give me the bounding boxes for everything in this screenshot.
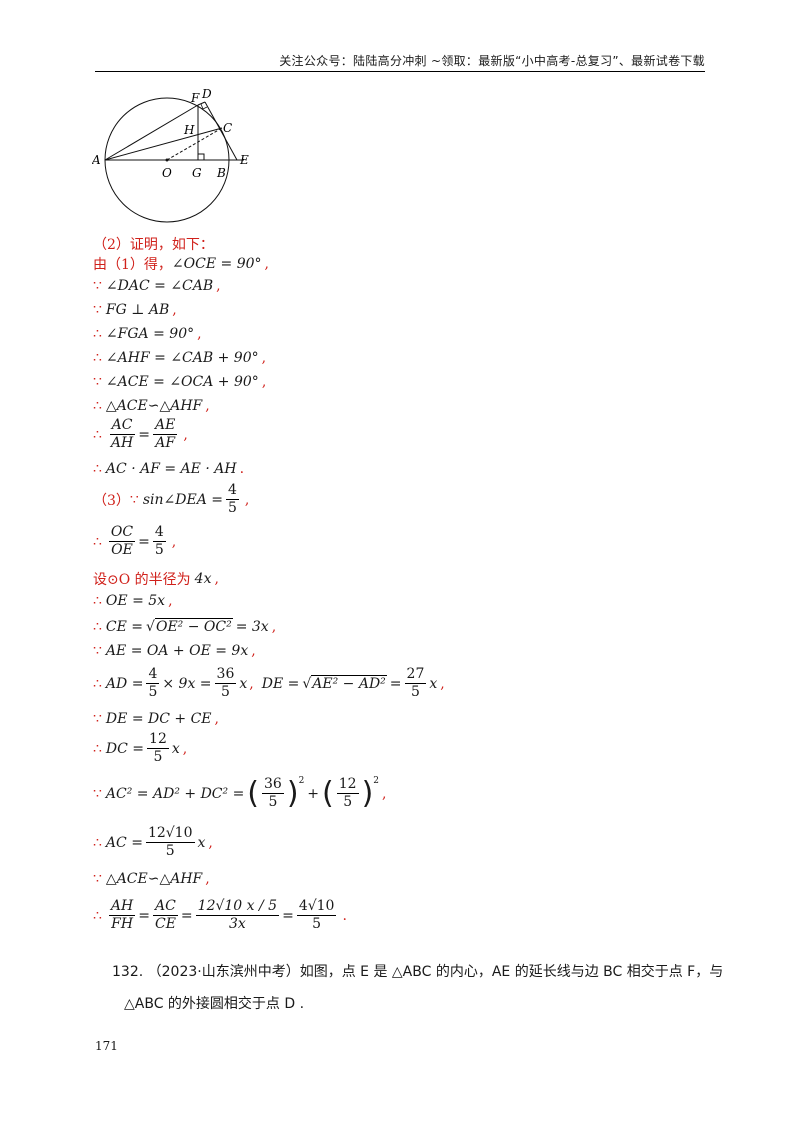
line-5: ∴ ∠AHF = ∠CAB + 90°, [93, 350, 267, 366]
line-17: ∵ DE = DC + CE, [93, 711, 219, 727]
line-21: ∵ △ACE∽△AHF, [93, 871, 210, 887]
sqrt-radicand: OE² − OC² [154, 618, 233, 635]
line-22: ∴ AH FH = AC CE = 12√10 x / 5 3x = 4√10 5. [93, 898, 347, 932]
line-3-math: FG ⊥ AB [105, 302, 170, 318]
right-angle-g [198, 153, 205, 160]
right-angle-d [200, 103, 208, 110]
part3-title: （3） [93, 492, 130, 509]
line-12-prefix: 设⊙O 的半径为 [93, 572, 191, 588]
segment-fd [197, 101, 206, 106]
page-number: 171 [95, 1039, 118, 1053]
line-5-math: ∠AHF = ∠CAB + 90° [105, 350, 259, 366]
line-1-math: ∠OCE = 90° [171, 256, 262, 272]
label-b: B [216, 166, 226, 180]
page-header: 关注公众号：陆陆高分冲刺 ~领取：最新版“小中高考-总复习”、最新试卷下载 [279, 54, 705, 68]
line-6: ∵ ∠ACE = ∠OCA + 90°, [93, 374, 267, 390]
segment-ac [104, 127, 223, 161]
line-17-math: DE = DC + CE [105, 711, 212, 727]
line-9-math: AC · AF = AE · AH [105, 461, 237, 477]
line-6-math: ∠ACE = ∠OCA + 90° [105, 374, 259, 390]
label-f: F [190, 91, 200, 105]
label-g: G [192, 166, 202, 180]
problem-132-line-1: 132. （2023·山东滨州中考）如图，点 E 是 △ABC 的内心，AE 的… [112, 961, 723, 981]
line-3: ∵ FG ⊥ AB, [93, 302, 177, 318]
label-a: A [92, 153, 101, 167]
frac-ae-af: AE AF [152, 417, 178, 451]
line-19: ∵ AC² = AD² + DC² = (36 5) 2 + (12 5) 2, [93, 775, 387, 811]
line-18: ∴ DC = 12 5 x, [93, 731, 188, 765]
segment-de [204, 101, 238, 161]
line-8: ∴ AC AH = AE AF, [93, 417, 188, 451]
line-15: ∵ AE = OA + OE = 9x, [93, 643, 256, 659]
geometry-figure: F D H C A O G B E [92, 88, 249, 223]
label-c: C [223, 121, 232, 135]
line-12-math: 4x [194, 571, 212, 587]
line-1: 由（1）得， ∠OCE = 90°, [93, 256, 269, 273]
problem-text-1: （2023·山东滨州中考）如图，点 E 是 △ABC 的内心，AE 的延长线与边… [147, 964, 724, 980]
line-13-math: OE = 5x [105, 593, 166, 609]
segment-af [104, 104, 199, 161]
line-7: ∴ △ACE∽△AHF, [93, 398, 210, 414]
line-7-math: △ACE∽△AHF [105, 398, 203, 414]
problem-number: 132. [112, 964, 144, 980]
line-4: ∴ ∠FGA = 90°, [93, 326, 202, 342]
line-15-math: AE = OA + OE = 9x [105, 643, 249, 659]
line-4-math: ∠FGA = 90° [105, 326, 195, 342]
label-o: O [162, 166, 172, 180]
frac-oc-oe: OC OE [108, 524, 136, 558]
part2-title: （2）证明，如下： [93, 237, 214, 253]
line-14: ∴ CE = √ OE² − OC² = 3x, [93, 618, 277, 635]
segment-oc [166, 127, 223, 161]
line-2-math: ∠DAC = ∠CAB [105, 278, 214, 294]
line-21-math: △ACE∽△AHF [105, 871, 203, 887]
line-20: ∴ AC = 12√10 5 x, [93, 825, 213, 859]
label-d: D [201, 88, 212, 101]
line-2: ∵ ∠DAC = ∠CAB, [93, 278, 221, 294]
frac-ac-ah: AC AH [109, 417, 135, 451]
line-1-prefix: 由（1）得， [93, 257, 172, 273]
point-o [165, 158, 169, 162]
line-13: ∴ OE = 5x, [93, 593, 173, 609]
line-9: ∴ AC · AF = AE · AH. [93, 461, 245, 477]
label-e: E [239, 153, 249, 167]
label-h: H [183, 123, 195, 137]
header-rule [95, 71, 705, 72]
line-10-math: sin∠DEA = [142, 491, 223, 508]
problem-132-line-2: △ABC 的外接圆相交于点 D . [124, 996, 305, 1012]
line-12: 设⊙O 的半径为 4x, [93, 571, 219, 588]
